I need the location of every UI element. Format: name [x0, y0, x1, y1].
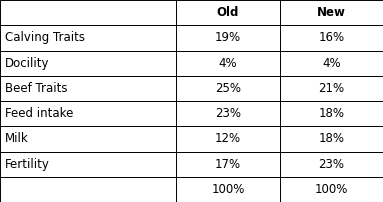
Bar: [0, 152, 176, 177]
Bar: [176, 101, 280, 126]
Text: 4%: 4%: [322, 57, 340, 70]
Bar: [280, 101, 383, 126]
Bar: [176, 76, 280, 101]
Text: Fertility: Fertility: [5, 158, 49, 171]
Bar: [0, 177, 176, 202]
Bar: [0, 50, 176, 76]
Bar: [176, 25, 280, 50]
Bar: [176, 50, 280, 76]
Text: 23%: 23%: [318, 158, 344, 171]
Text: Beef Traits: Beef Traits: [5, 82, 67, 95]
Text: 18%: 18%: [318, 132, 344, 145]
Bar: [176, 152, 280, 177]
Text: 23%: 23%: [215, 107, 241, 120]
Bar: [176, 0, 280, 25]
Text: 100%: 100%: [211, 183, 245, 196]
Bar: [280, 76, 383, 101]
Text: Docility: Docility: [5, 57, 49, 70]
Text: 21%: 21%: [318, 82, 344, 95]
Bar: [0, 76, 176, 101]
Bar: [280, 126, 383, 152]
Text: 100%: 100%: [314, 183, 348, 196]
Bar: [0, 101, 176, 126]
Text: 25%: 25%: [215, 82, 241, 95]
Text: 12%: 12%: [215, 132, 241, 145]
Text: Calving Traits: Calving Traits: [5, 31, 85, 44]
Bar: [280, 177, 383, 202]
Text: 19%: 19%: [215, 31, 241, 44]
Bar: [0, 0, 176, 25]
Text: Feed intake: Feed intake: [5, 107, 73, 120]
Text: Milk: Milk: [5, 132, 28, 145]
Text: 4%: 4%: [219, 57, 237, 70]
Text: Old: Old: [217, 6, 239, 19]
Bar: [176, 126, 280, 152]
Text: 16%: 16%: [318, 31, 344, 44]
Bar: [280, 152, 383, 177]
Bar: [280, 25, 383, 50]
Bar: [0, 25, 176, 50]
Text: 18%: 18%: [318, 107, 344, 120]
Bar: [176, 177, 280, 202]
Text: New: New: [317, 6, 346, 19]
Text: 17%: 17%: [215, 158, 241, 171]
Bar: [0, 126, 176, 152]
Bar: [280, 0, 383, 25]
Bar: [280, 50, 383, 76]
